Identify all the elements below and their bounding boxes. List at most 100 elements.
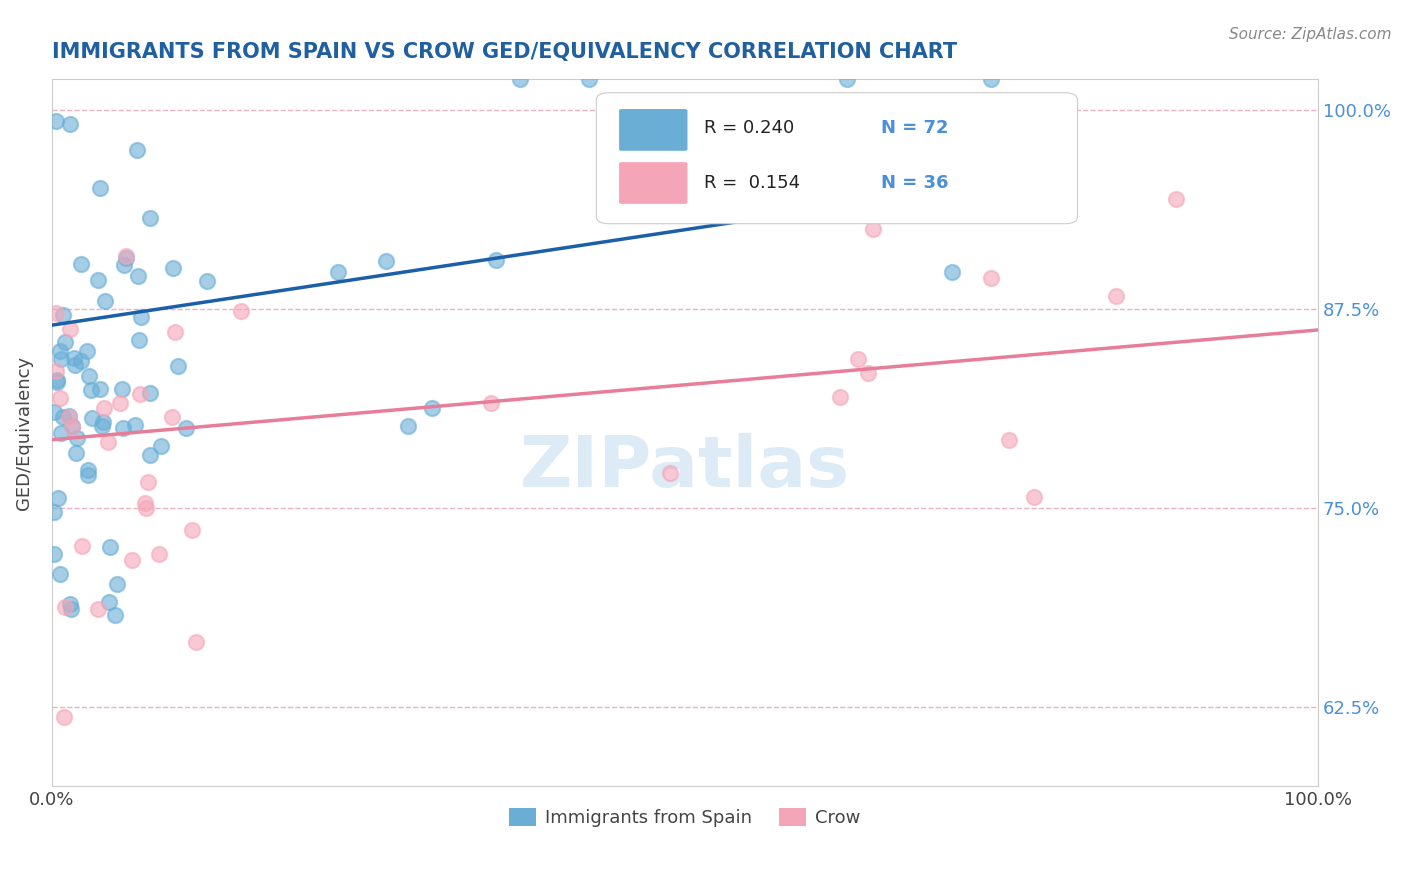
Point: [862, 222, 884, 236]
Point: [77, 467, 100, 482]
Point: [181, 523, 204, 537]
Point: [108, 396, 131, 410]
Point: [55, 599, 77, 614]
Point: [70, 540, 93, 554]
Point: [65, 446, 87, 460]
Point: [165, 325, 187, 339]
Point: [980, 71, 1002, 86]
Point: [69, 354, 91, 368]
Point: [104, 607, 127, 622]
Point: [134, 496, 156, 510]
Point: [44, 547, 66, 561]
Point: [184, 635, 207, 649]
Point: [53, 710, 76, 724]
Point: [128, 387, 150, 401]
Point: [80, 410, 103, 425]
Text: ZIPatlas: ZIPatlas: [520, 434, 851, 502]
Point: [97, 595, 120, 609]
Point: [115, 251, 138, 265]
Point: [77, 368, 100, 383]
Point: [1022, 490, 1045, 504]
Point: [77, 463, 100, 477]
Point: [60, 419, 83, 434]
Point: [91, 415, 114, 429]
Point: [374, 254, 396, 268]
Point: [941, 265, 963, 279]
Point: [80, 383, 103, 397]
Point: [139, 385, 162, 400]
Point: [49, 567, 72, 582]
Point: [70, 258, 93, 272]
Point: [127, 269, 149, 284]
Point: [830, 390, 852, 404]
Point: [52, 308, 75, 322]
Point: [846, 352, 869, 367]
Text: R = 0.240: R = 0.240: [704, 120, 794, 137]
Point: [125, 143, 148, 157]
Point: [115, 249, 138, 263]
Point: [149, 439, 172, 453]
Point: [44, 405, 66, 419]
Point: [124, 418, 146, 433]
Point: [627, 138, 650, 153]
Point: [52, 410, 75, 425]
Point: [997, 433, 1019, 447]
Point: [148, 547, 170, 561]
FancyBboxPatch shape: [619, 162, 688, 204]
Point: [97, 435, 120, 450]
Point: [94, 294, 117, 309]
Point: [45, 375, 67, 389]
Point: [111, 382, 134, 396]
Point: [45, 372, 67, 386]
Point: [44, 505, 66, 519]
Point: [89, 382, 111, 396]
Point: [89, 181, 111, 195]
Point: [87, 602, 110, 616]
Point: [59, 597, 82, 611]
Point: [195, 274, 218, 288]
Point: [160, 409, 183, 424]
Point: [45, 364, 67, 378]
Point: [121, 553, 143, 567]
Point: [48, 391, 70, 405]
Point: [856, 366, 879, 380]
Point: [138, 475, 160, 490]
Point: [90, 419, 112, 434]
Point: [396, 418, 419, 433]
Point: [65, 359, 87, 373]
Point: [128, 333, 150, 347]
Point: [162, 261, 184, 276]
Point: [1104, 289, 1126, 303]
Point: [509, 71, 531, 86]
Point: [45, 113, 67, 128]
Point: [62, 351, 84, 365]
Legend: Immigrants from Spain, Crow: Immigrants from Spain, Crow: [502, 800, 868, 834]
Point: [485, 252, 508, 267]
Point: [49, 351, 72, 366]
Point: [111, 420, 134, 434]
Text: N = 72: N = 72: [882, 120, 949, 137]
Point: [129, 310, 152, 325]
Point: [53, 334, 76, 349]
Point: [174, 420, 197, 434]
Point: [167, 359, 190, 373]
Point: [980, 271, 1002, 285]
Point: [58, 409, 80, 424]
FancyBboxPatch shape: [596, 93, 1077, 224]
Text: Source: ZipAtlas.com: Source: ZipAtlas.com: [1229, 27, 1392, 42]
Point: [105, 577, 128, 591]
Point: [231, 304, 253, 318]
Point: [139, 211, 162, 225]
Point: [48, 343, 70, 358]
Point: [479, 395, 502, 409]
Point: [326, 265, 349, 279]
Point: [578, 71, 600, 86]
Point: [790, 188, 813, 202]
Point: [1164, 192, 1187, 206]
Point: [49, 425, 72, 440]
Point: [87, 273, 110, 287]
Point: [112, 258, 135, 272]
Point: [837, 71, 859, 86]
Point: [66, 431, 89, 445]
Point: [93, 401, 115, 415]
